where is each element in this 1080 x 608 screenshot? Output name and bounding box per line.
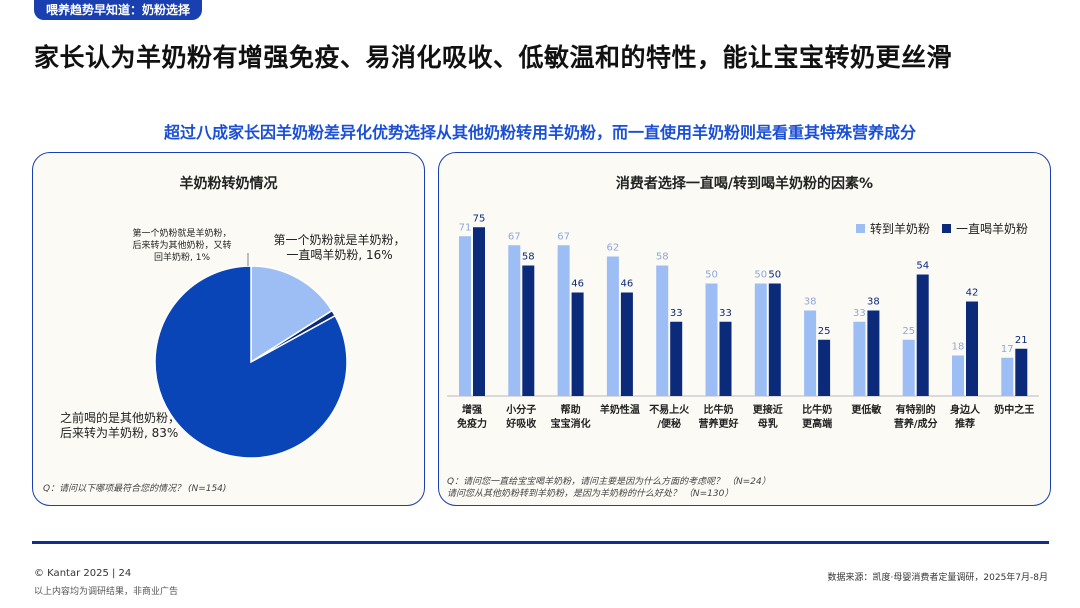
- bar-switched: [606, 256, 619, 396]
- pie-label-always: 第一个奶粉就是羊奶粉， 一直喝羊奶粉, 16%: [273, 233, 406, 262]
- pie-note: Q：请问以下哪项最符合您的情况？ (N=154): [43, 484, 227, 494]
- bar-always: [818, 339, 831, 396]
- legend-label: 转到羊奶粉: [870, 222, 931, 236]
- bar-value-label: 21: [1015, 335, 1028, 346]
- category-label: 母乳: [758, 417, 778, 430]
- bar-always: [867, 310, 880, 396]
- category-label: 更接近: [753, 403, 783, 416]
- bar-value-label: 54: [916, 261, 929, 272]
- bar-value-label: 46: [571, 279, 584, 290]
- bar-value-label: 62: [607, 243, 620, 254]
- pie-panel: 羊奶粉转奶情况 第一个奶粉就是羊奶粉， 一直喝羊奶粉, 16% 第一个奶粉就是羊…: [32, 152, 425, 506]
- bar-always: [620, 292, 633, 396]
- bar-switched: [656, 265, 669, 396]
- pie-slice-always: [250, 265, 334, 364]
- legend-swatch: [942, 224, 951, 233]
- footer-disclaimer: 以上内容均为调研结果，非商业广告: [34, 587, 179, 597]
- bar-value-label: 42: [966, 288, 979, 299]
- category-label: 不易上火: [649, 403, 690, 416]
- bar-switched: [705, 283, 718, 396]
- bar-value-label: 58: [656, 252, 669, 263]
- bar-value-label: 25: [902, 326, 915, 337]
- bar-switched: [557, 245, 570, 396]
- category-label: 小分子: [505, 403, 536, 416]
- bar-switched: [804, 310, 817, 396]
- category-label: 身边人: [950, 403, 981, 416]
- legend-label: 一直喝羊奶粉: [956, 222, 1029, 236]
- bar-switched: [459, 236, 471, 396]
- page-subtitle: 超过八成家长因羊奶粉差异化优势选择从其他奶粉转用羊奶粉，而一直使用羊奶粉则是看重…: [163, 123, 916, 142]
- category-label: 好吸收: [505, 417, 536, 430]
- bar-value-label: 46: [621, 279, 634, 290]
- pie-title: 羊奶粉转奶情况: [179, 176, 278, 192]
- bar-title: 消费者选择一直喝/转到喝羊奶粉的因素%: [615, 176, 874, 192]
- footer-copyright: © Kantar 2025 | 24: [34, 568, 132, 579]
- bar-always: [916, 274, 929, 396]
- category-label: 比牛奶: [802, 403, 832, 416]
- category-label: 营养更好: [699, 417, 739, 430]
- bar-value-label: 17: [1001, 344, 1014, 355]
- category-label: 推荐: [955, 417, 975, 430]
- category-label: 宝宝消化: [551, 417, 591, 430]
- bar-value-label: 71: [459, 222, 472, 233]
- bar-panel: 消费者选择一直喝/转到喝羊奶粉的因素% 71 75 增强 免疫力 67 58 小分子 好吸收 6…: [438, 152, 1051, 506]
- legend-item-always: 一直喝羊奶粉: [942, 220, 1028, 237]
- category-label: 奶中之王: [994, 403, 1034, 416]
- bar-switched: [508, 245, 521, 396]
- bar-value-label: 33: [853, 308, 866, 319]
- bar-always: [571, 292, 584, 396]
- legend-swatch: [856, 224, 865, 233]
- category-label: 营养/成分: [894, 417, 938, 430]
- legend-item-switched: 转到羊奶粉: [856, 220, 930, 237]
- bar-value-label: 33: [719, 308, 732, 319]
- bar-value-label: 67: [508, 231, 521, 242]
- footer-divider: [32, 541, 1049, 544]
- category-label: 免疫力: [457, 417, 487, 430]
- bar-always: [1015, 348, 1028, 396]
- bar-switched: [952, 355, 964, 396]
- category-label: 羊奶性温: [600, 403, 640, 416]
- bar-value-label: 38: [867, 297, 880, 308]
- bar-always: [966, 301, 978, 396]
- footer-source: 数据来源：凯度·母婴消费者定量调研，2025年7月-8月: [827, 573, 1048, 583]
- bar-switched: [853, 321, 866, 396]
- pie-slice-switched: [154, 265, 348, 459]
- bar-value-label: 50: [754, 270, 767, 281]
- category-label: /便秘: [657, 417, 681, 430]
- bar-value-label: 58: [522, 252, 535, 263]
- bar-value-label: 50: [705, 270, 718, 281]
- pie-label-switched: 之前喝的是其他奶粉， 后来转为羊奶粉, 83%: [60, 411, 181, 440]
- category-label: 增强: [462, 403, 482, 416]
- bar-switched: [902, 339, 915, 396]
- bar-value-label: 25: [818, 326, 831, 337]
- category-label: 比牛奶: [704, 403, 734, 416]
- page-title: 家长认为羊奶粉有增强免疫、易消化吸收、低敏温和的特性，能让宝宝转奶更丝滑: [34, 43, 953, 72]
- bar-always: [670, 321, 683, 396]
- category-label: 帮助: [561, 403, 581, 416]
- pie-label-back: 第一个奶粉就是羊奶粉， 后来转为其他奶粉，又转 回羊奶粉, 1%: [132, 229, 232, 263]
- bar-switched: [754, 283, 767, 396]
- bar-value-label: 50: [768, 270, 781, 281]
- category-label: 更高端: [802, 417, 832, 430]
- bar-value-label: 38: [804, 297, 817, 308]
- category-label: 有特别的: [896, 403, 936, 416]
- bar-value-label: 18: [952, 342, 965, 353]
- bar-value-label: 75: [473, 213, 486, 224]
- bar-always: [719, 321, 732, 396]
- pie-chart: [154, 253, 348, 459]
- bar-always: [473, 227, 485, 396]
- bar-value-label: 67: [557, 231, 570, 242]
- section-tag: 喂养趋势早知道：奶粉选择: [34, 0, 203, 20]
- category-label: 更低敏: [851, 403, 881, 416]
- bar-switched: [1001, 357, 1014, 396]
- bar-chart: 7175增强免疫力6758小分子好吸收6746帮助宝宝消化6246羊奶性温583…: [447, 213, 1039, 430]
- bar-note: Q：请问您一直给宝宝喝羊奶粉，请问主要是因为什么方面的考虑呢？ （N=24） 请…: [447, 477, 771, 499]
- bar-value-label: 33: [670, 308, 683, 319]
- bar-always: [768, 283, 781, 396]
- bar-always: [522, 265, 535, 396]
